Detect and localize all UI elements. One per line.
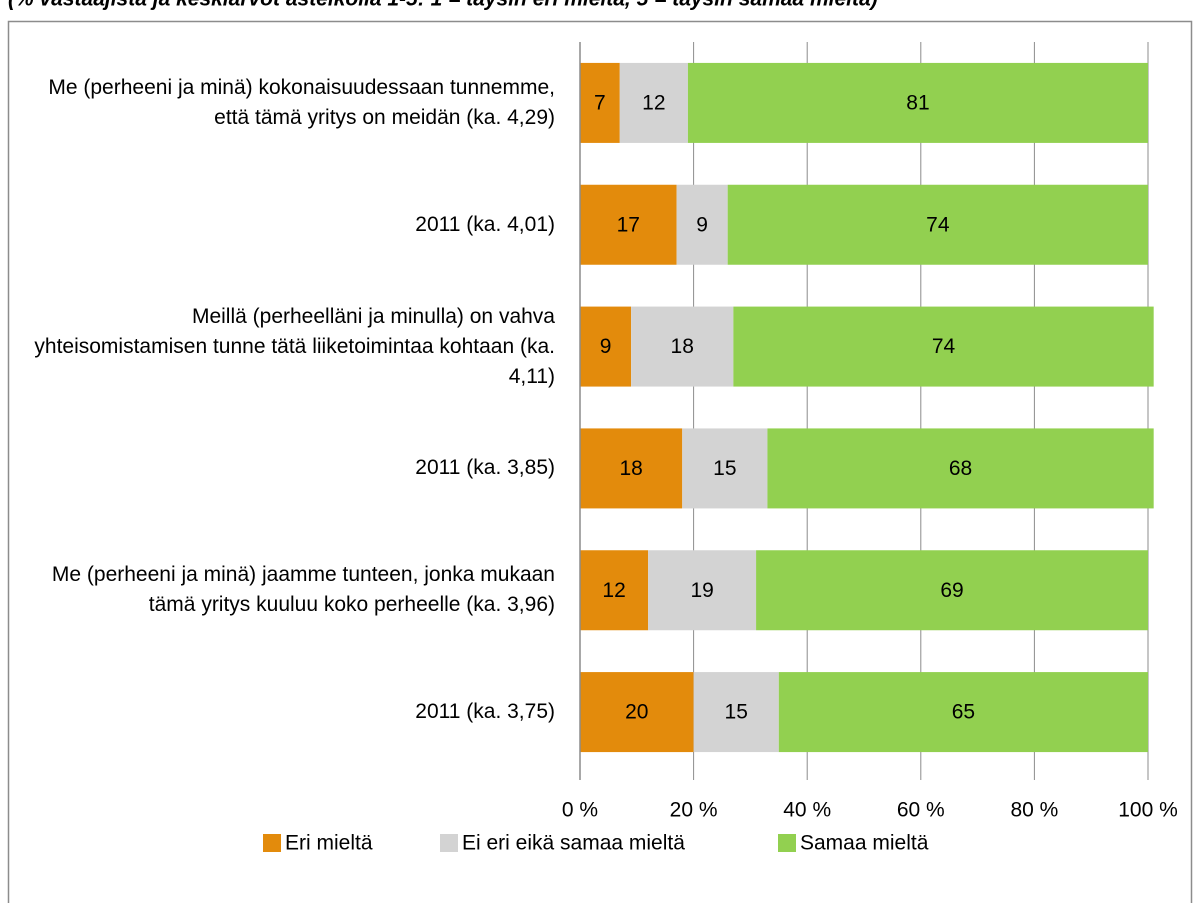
data-label: 74 xyxy=(926,213,950,236)
bar-segment xyxy=(631,306,734,387)
y-tick-label: 2011 (ka. 4,01) xyxy=(415,212,555,236)
legend-swatch xyxy=(778,834,796,852)
data-label: 9 xyxy=(696,213,708,236)
x-tick-label: 80 % xyxy=(1010,799,1058,822)
chart-frame xyxy=(7,20,1193,903)
data-label: 18 xyxy=(671,335,694,358)
x-tick-label: 60 % xyxy=(897,799,945,822)
legend-label: Ei eri eikä samaa mieltä xyxy=(462,832,685,855)
legend-swatch xyxy=(440,834,458,852)
bar-segment xyxy=(580,184,677,265)
bar-segment xyxy=(580,550,649,631)
data-label: 81 xyxy=(906,91,929,114)
data-label: 69 xyxy=(940,579,963,602)
chart-title: (% vastaajista ja keskiarvot asteikolla … xyxy=(8,0,878,11)
y-tick-label: Me (perheeni ja minä) jaamme tunteen, jo… xyxy=(51,563,555,617)
y-tick-label: 2011 (ka. 3,85) xyxy=(415,456,555,480)
bar-segment xyxy=(733,306,1154,387)
x-tick-label: 0 % xyxy=(562,799,598,822)
bar-segment xyxy=(619,62,688,143)
data-label: 12 xyxy=(602,579,625,602)
data-label: 17 xyxy=(617,213,640,236)
data-label: 19 xyxy=(690,579,713,602)
bar-segment xyxy=(693,672,779,753)
bar-segment xyxy=(767,428,1154,509)
x-tick-label: 100 % xyxy=(1118,799,1178,822)
bar-segment xyxy=(727,184,1148,265)
bar-segment xyxy=(580,306,632,387)
data-label: 18 xyxy=(619,457,642,480)
bar-segment xyxy=(580,62,620,143)
bar-segment xyxy=(687,62,1148,143)
x-tick-label: 40 % xyxy=(783,799,831,822)
legend-label: Samaa mieltä xyxy=(800,832,929,855)
bar-segment xyxy=(778,672,1148,753)
data-label: 9 xyxy=(600,335,612,358)
data-label: 12 xyxy=(642,91,665,114)
bar-segment xyxy=(676,184,728,265)
x-tick-label: 20 % xyxy=(670,799,718,822)
legend-swatch xyxy=(263,834,281,852)
bar-segment xyxy=(580,428,683,509)
data-label: 15 xyxy=(713,457,736,480)
y-tick-label: 2011 (ka. 3,75) xyxy=(415,700,555,724)
data-label: 65 xyxy=(952,701,975,724)
bar-segment xyxy=(580,672,694,753)
legend-label: Eri mieltä xyxy=(285,832,373,855)
data-label: 15 xyxy=(725,701,748,724)
y-tick-label: Me (perheeni ja minä) kokonaisuudessaan … xyxy=(48,75,555,129)
data-label: 20 xyxy=(625,701,648,724)
data-label: 7 xyxy=(594,91,606,114)
data-label: 68 xyxy=(949,457,972,480)
bar-segment xyxy=(756,550,1148,631)
bar-segment xyxy=(682,428,768,509)
y-tick-label: Meillä (perheelläni ja minulla) on vahva… xyxy=(34,304,555,388)
data-label: 74 xyxy=(932,335,956,358)
bar-segment xyxy=(648,550,757,631)
